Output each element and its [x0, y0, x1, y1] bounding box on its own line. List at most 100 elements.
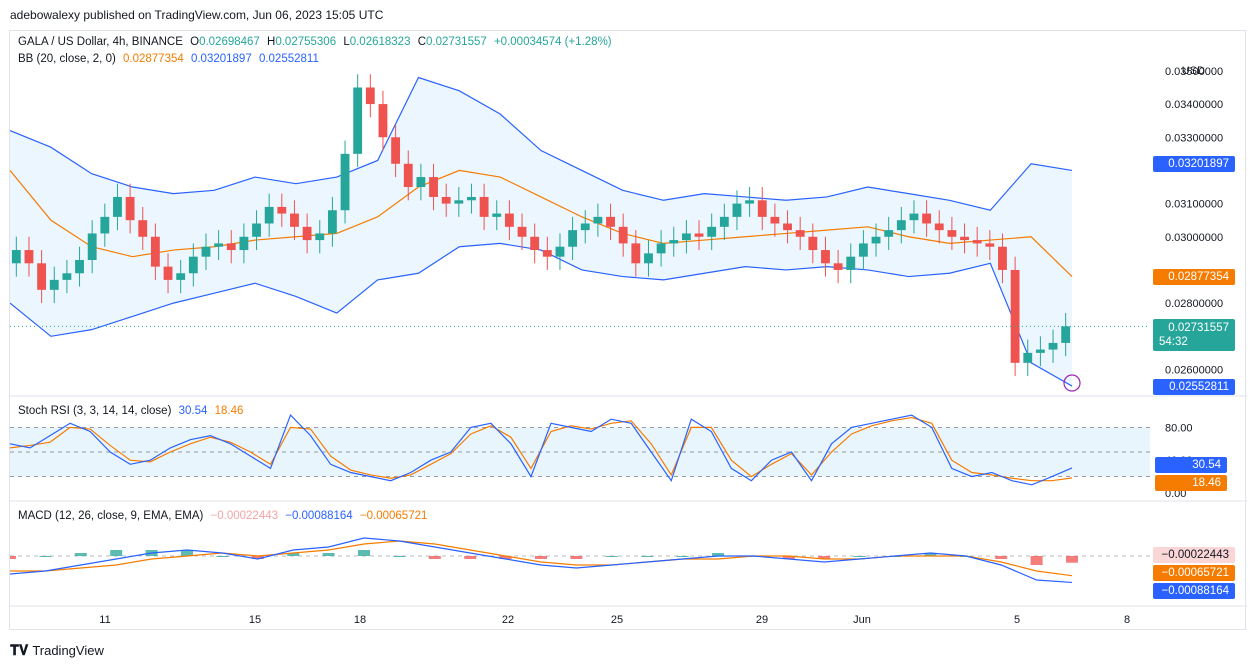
low-label: L	[343, 36, 350, 48]
stoch-d-value: 18.46	[214, 405, 244, 417]
price-axis-tick: 0.03500000	[1165, 66, 1223, 78]
candle-body	[732, 203, 742, 217]
bb-fill	[10, 77, 1072, 387]
macd-hist-bar	[216, 556, 229, 557]
candle-body	[429, 177, 438, 197]
candle-body	[492, 213, 502, 217]
price-chart-svg[interactable]: 0.02600000 0.02800000 0.03000000 0.03100000…	[10, 31, 1247, 631]
candle-body	[542, 250, 552, 257]
candle-body	[833, 263, 843, 270]
candle-body	[24, 250, 34, 264]
candle-body	[37, 263, 47, 290]
macd-hist-bar	[110, 550, 123, 556]
candle-body	[631, 243, 641, 264]
stoch-d-tag: 18.46	[1155, 475, 1227, 491]
stoch-label: Stoch RSI (3, 3, 14, 14, close)	[18, 405, 172, 417]
bb-basis-value: 0.02877354	[123, 53, 184, 65]
open-value: 0.02698467	[199, 36, 260, 48]
macd-hist-bar	[605, 556, 618, 557]
macd-hist-bar	[924, 553, 937, 556]
candle-body	[757, 200, 767, 217]
macd-label: MACD (12, 26, close, 9, EMA, EMA)	[18, 510, 204, 522]
candle-body	[884, 230, 894, 237]
candle-body	[277, 206, 287, 214]
macd-hist-bar	[570, 556, 583, 559]
candle-body	[770, 216, 780, 224]
low-value: 0.02618323	[349, 36, 411, 48]
candle-body	[113, 196, 122, 217]
stoch-k-value: 30.54	[178, 405, 208, 417]
bb-lower-line	[10, 242, 1073, 387]
candle-body	[100, 216, 110, 234]
candle-body	[580, 223, 590, 231]
macd-hist-bar	[499, 556, 512, 559]
stoch-legend: Stoch RSI (3, 3, 14, 14, close) 30.54 18…	[18, 405, 247, 417]
candle-body	[138, 220, 148, 237]
candle-body	[365, 87, 375, 105]
candle-body	[808, 236, 818, 251]
macd-signal-tag: −0.00065721	[1153, 565, 1235, 581]
candle-body	[315, 233, 325, 241]
candle-body	[896, 220, 906, 231]
tradingview-logo-icon: 𝐓𝐕	[10, 642, 29, 658]
candle-body	[783, 223, 792, 231]
candle-body	[125, 196, 135, 221]
bb-basis-line	[10, 169, 1073, 278]
macd-value: −0.00088164	[285, 510, 353, 522]
macd-tag: −0.00088164	[1153, 583, 1235, 599]
candle-body	[568, 230, 578, 247]
candle-body	[947, 230, 957, 237]
currency-label: USD	[1181, 65, 1205, 77]
bb-upper-tag: 0.03201897	[1153, 156, 1235, 172]
time-axis-tick: 25	[611, 614, 623, 626]
candle-body	[871, 236, 881, 244]
stoch-axis-tick: 0.00	[1165, 488, 1186, 500]
macd-signal-value: −0.00065721	[359, 510, 428, 522]
high-value: 0.02755306	[275, 36, 337, 48]
footer-brand: TradingView	[32, 643, 104, 658]
macd-hist-bar	[464, 556, 477, 559]
open-label: O	[190, 36, 200, 48]
macd-hist-bar	[641, 556, 654, 557]
macd-hist-bar	[251, 556, 264, 559]
macd-hist-bar	[10, 556, 16, 559]
macd-hist-bar	[535, 556, 547, 559]
candle-body	[656, 243, 666, 254]
macd-hist-bar	[995, 556, 1008, 559]
macd-hist-bar	[287, 553, 300, 556]
time-axis-tick: 22	[502, 614, 514, 626]
candle-body	[669, 240, 679, 244]
candle-body	[239, 236, 249, 251]
time-axis-tick: 11	[99, 614, 110, 626]
candle-body	[998, 246, 1007, 270]
candle-body	[252, 223, 261, 237]
close-label: C	[417, 36, 426, 48]
change-value: +0.00034574 (+1.28%)	[493, 36, 612, 48]
time-axis-tick: 29	[756, 614, 768, 626]
symbol-legend: GALA / US Dollar, 4h, BINANCE O0.0269846…	[18, 36, 616, 48]
candle-body	[75, 259, 84, 274]
candle-body	[644, 253, 653, 264]
macd-hist-bar	[39, 556, 52, 557]
lightning-icon	[1063, 374, 1081, 392]
macd-hist-bar	[853, 556, 866, 557]
macd-hist-bar	[712, 553, 724, 556]
candle-body	[163, 266, 173, 280]
bb-upper-value: 0.03201897	[190, 53, 252, 65]
chart-container[interactable]: 0.02600000 0.02800000 0.03000000 0.03100000…	[9, 30, 1247, 631]
macd-hist-bar	[181, 550, 193, 556]
candle-body	[972, 240, 982, 244]
candle-body	[454, 200, 464, 204]
stoch-k-tag: 30.54	[1155, 457, 1227, 473]
candle-body	[530, 236, 540, 251]
macd-hist-tag: −0.00022443	[1153, 547, 1235, 563]
stoch-axis-tick: 80.00	[1165, 422, 1193, 434]
publish-info: adebowalexy published on TradingView.com…	[10, 8, 384, 22]
candle-body	[327, 210, 337, 234]
bb-lower-tag: 0.02552811	[1153, 379, 1235, 395]
price-axis-tick: 0.02800000	[1165, 298, 1223, 310]
time-axis-tick: 8	[1124, 614, 1130, 626]
price-axis-tick: 0.02600000	[1165, 364, 1223, 376]
candle-body	[858, 243, 868, 257]
candle-body	[264, 206, 274, 224]
